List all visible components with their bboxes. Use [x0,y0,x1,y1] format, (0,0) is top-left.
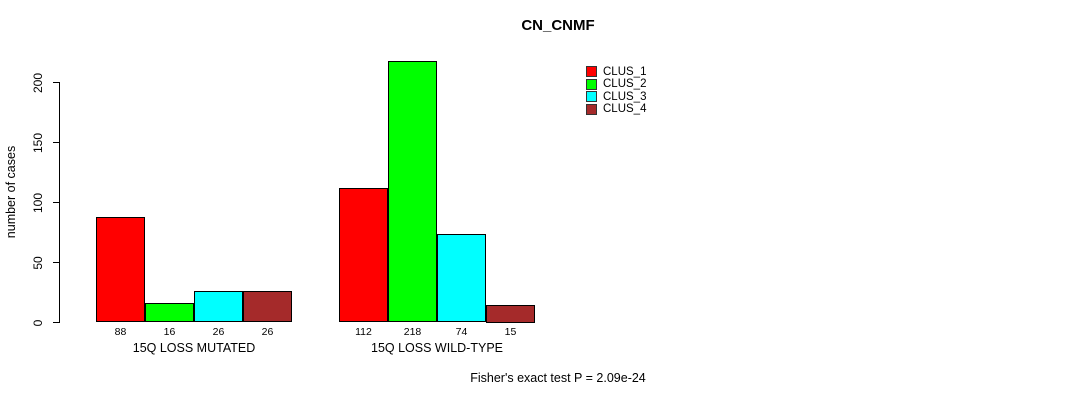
legend-swatch-clus-1 [586,66,597,77]
group-label: 15Q LOSS MUTATED [132,341,256,355]
legend-label: CLUS_3 [603,90,647,103]
bar-value-label: 112 [355,326,372,338]
legend-swatch-clus-2 [586,78,597,90]
y-tick [52,141,60,144]
y-tick-label: 0 [31,319,45,326]
bar-clus_1-group1 [96,216,145,323]
bar-value-label: 15 [504,326,517,338]
legend: CLUS_1 CLUS_2 CLUS_3 CLUS_4 [586,66,646,115]
y-tick [52,201,60,204]
bar-value-label: 26 [261,326,274,338]
bar-value-label: 218 [403,326,422,338]
legend-item: CLUS_1 [586,65,647,78]
legend-label: CLUS_2 [603,78,647,90]
y-tick-label: 100 [31,192,45,213]
bar-value-label: 74 [455,326,468,338]
y-tick-label: 200 [31,72,45,93]
stats-annotation: Fisher's exact test P = 2.09e-24 [470,371,646,385]
y-tick [52,81,60,84]
bar-clus_2-group1 [145,303,194,323]
bar-value-label: 26 [212,326,225,338]
y-tick [52,321,60,324]
bar-value-label: 88 [114,326,127,338]
bar-clus_3-group1 [194,291,243,323]
y-tick [52,261,60,264]
y-tick-label: 150 [31,132,45,153]
bar-clus_2-group2 [388,60,437,323]
legend-label: CLUS_4 [603,103,647,115]
legend-swatch-clus-4 [586,103,597,115]
chart-title: CN_CNMF [521,17,595,34]
y-tick-label: 50 [31,255,45,270]
legend-item: CLUS_2 [586,78,647,90]
bar-clus_4-group1 [243,291,292,323]
bar-clus_1-group2 [339,188,388,323]
bar-value-label: 16 [163,326,176,338]
group-label: 15Q LOSS WILD-TYPE [371,341,503,355]
bar-clus_4-group2 [486,304,535,323]
legend-item: CLUS_3 [586,90,647,103]
legend-item: CLUS_4 [586,103,647,115]
legend-swatch-clus-3 [586,91,597,102]
legend-label: CLUS_1 [603,65,647,78]
bar-clus_3-group2 [437,233,486,323]
